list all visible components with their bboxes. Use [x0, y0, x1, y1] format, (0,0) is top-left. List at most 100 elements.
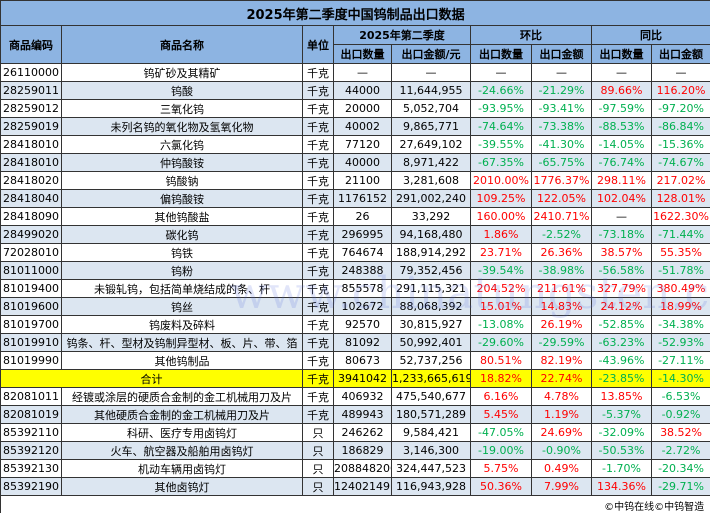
cell-qoq-amount: 26.19%	[531, 315, 592, 334]
cell-name: 钨矿砂及其精矿	[61, 63, 303, 82]
cell-qty: 406932	[333, 387, 392, 406]
header-unit: 单位	[302, 25, 334, 64]
header-qoq-qty: 出口数量	[470, 44, 532, 64]
cell-qty: 246262	[333, 423, 392, 442]
cell-unit: 千克	[302, 99, 334, 118]
cell-unit: 千克	[302, 117, 334, 136]
cell-qoq-qty: 15.01%	[470, 297, 532, 316]
header-yoy-amount: 出口金额	[650, 44, 710, 64]
cell-qty: 92570	[333, 315, 392, 334]
cell-name: 钨酸	[61, 81, 303, 100]
cell-qoq-qty: -67.35%	[470, 153, 532, 172]
cell-yoy-amount: -34.38%	[650, 315, 710, 334]
cell-yoy-amount: -29.71%	[650, 477, 710, 496]
cell-yoy-amount: 55.35%	[650, 243, 710, 262]
cell-qoq-qty: 18.82%	[470, 369, 532, 388]
cell-qoq-qty: 160.00%	[470, 207, 532, 226]
cell-unit: 千克	[302, 135, 334, 154]
cell-qoq-qty: 204.52%	[470, 279, 532, 298]
cell-qoq-qty: -47.05%	[470, 423, 532, 442]
cell-code: 28418040	[0, 189, 62, 208]
table-row: 81011000 钨粉 千克 248388 79,352,456 -39.54% -38.9…	[0, 261, 710, 280]
cell-code: 85392190	[0, 477, 62, 496]
cell-unit: 千克	[302, 189, 334, 208]
cell-amount: 30,815,927	[391, 315, 471, 334]
cell-code: 82081011	[0, 387, 62, 406]
cell-unit: 千克	[302, 171, 334, 190]
cell-qoq-amount: 211.61%	[531, 279, 592, 298]
cell-unit: 千克	[302, 225, 334, 244]
cell-qoq-qty: -39.54%	[470, 261, 532, 280]
table-row: 26110000 钨矿砂及其精矿 千克 — — — — — —	[0, 63, 710, 82]
cell-code: 85392130	[0, 459, 62, 478]
cell-yoy-amount: -6.53%	[650, 387, 710, 406]
cell-unit: 千克	[302, 387, 334, 406]
cell-name: 其他钨制品	[61, 351, 303, 370]
cell-amount: 50,992,401	[391, 333, 471, 352]
cell-unit: 只	[302, 477, 334, 496]
cell-unit: 千克	[302, 261, 334, 280]
cell-code: 81019700	[0, 315, 62, 334]
cell-qty: 80673	[333, 351, 392, 370]
cell-amount: 324,447,523	[391, 459, 471, 478]
cell-name: 六氯化钨	[61, 135, 303, 154]
cell-code: 81019600	[0, 297, 62, 316]
cell-yoy-qty: -63.23%	[591, 333, 652, 352]
cell-qoq-qty: -39.55%	[470, 135, 532, 154]
header-code: 商品编码	[0, 25, 62, 64]
cell-qoq-qty: 109.25%	[470, 189, 532, 208]
cell-unit: 只	[302, 441, 334, 460]
cell-unit: 千克	[302, 369, 334, 388]
header-yoy: 同比	[590, 25, 710, 45]
cell-name: 机动车辆用卤钨灯	[61, 459, 303, 478]
cell-qoq-amount: 1776.37%	[531, 171, 592, 190]
cell-qoq-qty: 6.16%	[470, 387, 532, 406]
cell-code: 81011000	[0, 261, 62, 280]
cell-qoq-qty: -19.00%	[470, 441, 532, 460]
cell-name: 仲钨酸铵	[61, 153, 303, 172]
cell-unit: 千克	[302, 315, 334, 334]
table-row: 28259012 三氧化钨 千克 20000 5,052,704 -93.95% -93.4…	[0, 99, 710, 118]
table-row: 81019910 钨条、杆、型材及钨制异型材、板、片、带、箔 千克 81092 50,9…	[0, 333, 710, 352]
cell-amount: 291,115,321	[391, 279, 471, 298]
cell-unit: 千克	[302, 207, 334, 226]
cell-yoy-qty: 89.66%	[591, 81, 652, 100]
cell-qoq-qty: 1.86%	[470, 225, 532, 244]
table-title: 2025年第二季度中国钨制品出口数据	[0, 0, 710, 26]
cell-name: 未列名钨的氧化物及氢氧化物	[61, 117, 303, 136]
cell-amount: 116,943,928	[391, 477, 471, 496]
table-row: 28418010 仲钨酸铵 千克 40000 8,971,422 -67.35% -65.7…	[0, 153, 710, 172]
table-row: 82081019 其他硬质合金制的金工机械用刀及片 千克 489943 180,571,…	[0, 405, 710, 424]
cell-qoq-qty: -13.08%	[470, 315, 532, 334]
cell-qty: 20000	[333, 99, 392, 118]
cell-name: 钨废料及碎料	[61, 315, 303, 334]
cell-amount: 27,649,102	[391, 135, 471, 154]
cell-qoq-qty: -93.95%	[470, 99, 532, 118]
cell-yoy-qty: -88.53%	[591, 117, 652, 136]
cell-yoy-amount: -74.67%	[650, 153, 710, 172]
cell-name: 经镀或涂层的硬质合金制的金工机械用刀及片	[61, 387, 303, 406]
cell-qoq-amount: 82.19%	[531, 351, 592, 370]
cell-yoy-amount: —	[650, 63, 710, 82]
table-row: 81019400 未锻轧钨，包括简单烧结成的条、杆 千克 855578 291,115,…	[0, 279, 710, 298]
cell-amount: 3,281,608	[391, 171, 471, 190]
cell-unit: 只	[302, 423, 334, 442]
cell-qoq-qty: 23.71%	[470, 243, 532, 262]
header-yoy-qty: 出口数量	[591, 44, 652, 64]
cell-amount: —	[391, 63, 471, 82]
header-qoq-amount: 出口金额	[531, 44, 592, 64]
cell-code: 28259019	[0, 117, 62, 136]
cell-amount: 9,865,771	[391, 117, 471, 136]
table-row: 28418040 偏钨酸铵 千克 1176152 291,002,240 109.25% 1…	[0, 189, 710, 208]
table-row: 81019700 钨废料及碎料 千克 92570 30,815,927 -13.08% 26…	[0, 315, 710, 334]
cell-qoq-qty: 80.51%	[470, 351, 532, 370]
cell-name: 钨丝	[61, 297, 303, 316]
cell-qoq-amount: 14.83%	[531, 297, 592, 316]
table-row: 85392110 科研、医疗专用卤钨灯只 246262 9,584,421 -47.05…	[0, 423, 710, 442]
cell-qty: 44000	[333, 81, 392, 100]
cell-yoy-amount: -14.30%	[650, 369, 710, 388]
total-row: 合计 千克 3941042 1,233,665,619 18.82% 22.74% -23.…	[0, 369, 710, 388]
cell-name: 偏钨酸铵	[61, 189, 303, 208]
cell-unit: 千克	[302, 351, 334, 370]
